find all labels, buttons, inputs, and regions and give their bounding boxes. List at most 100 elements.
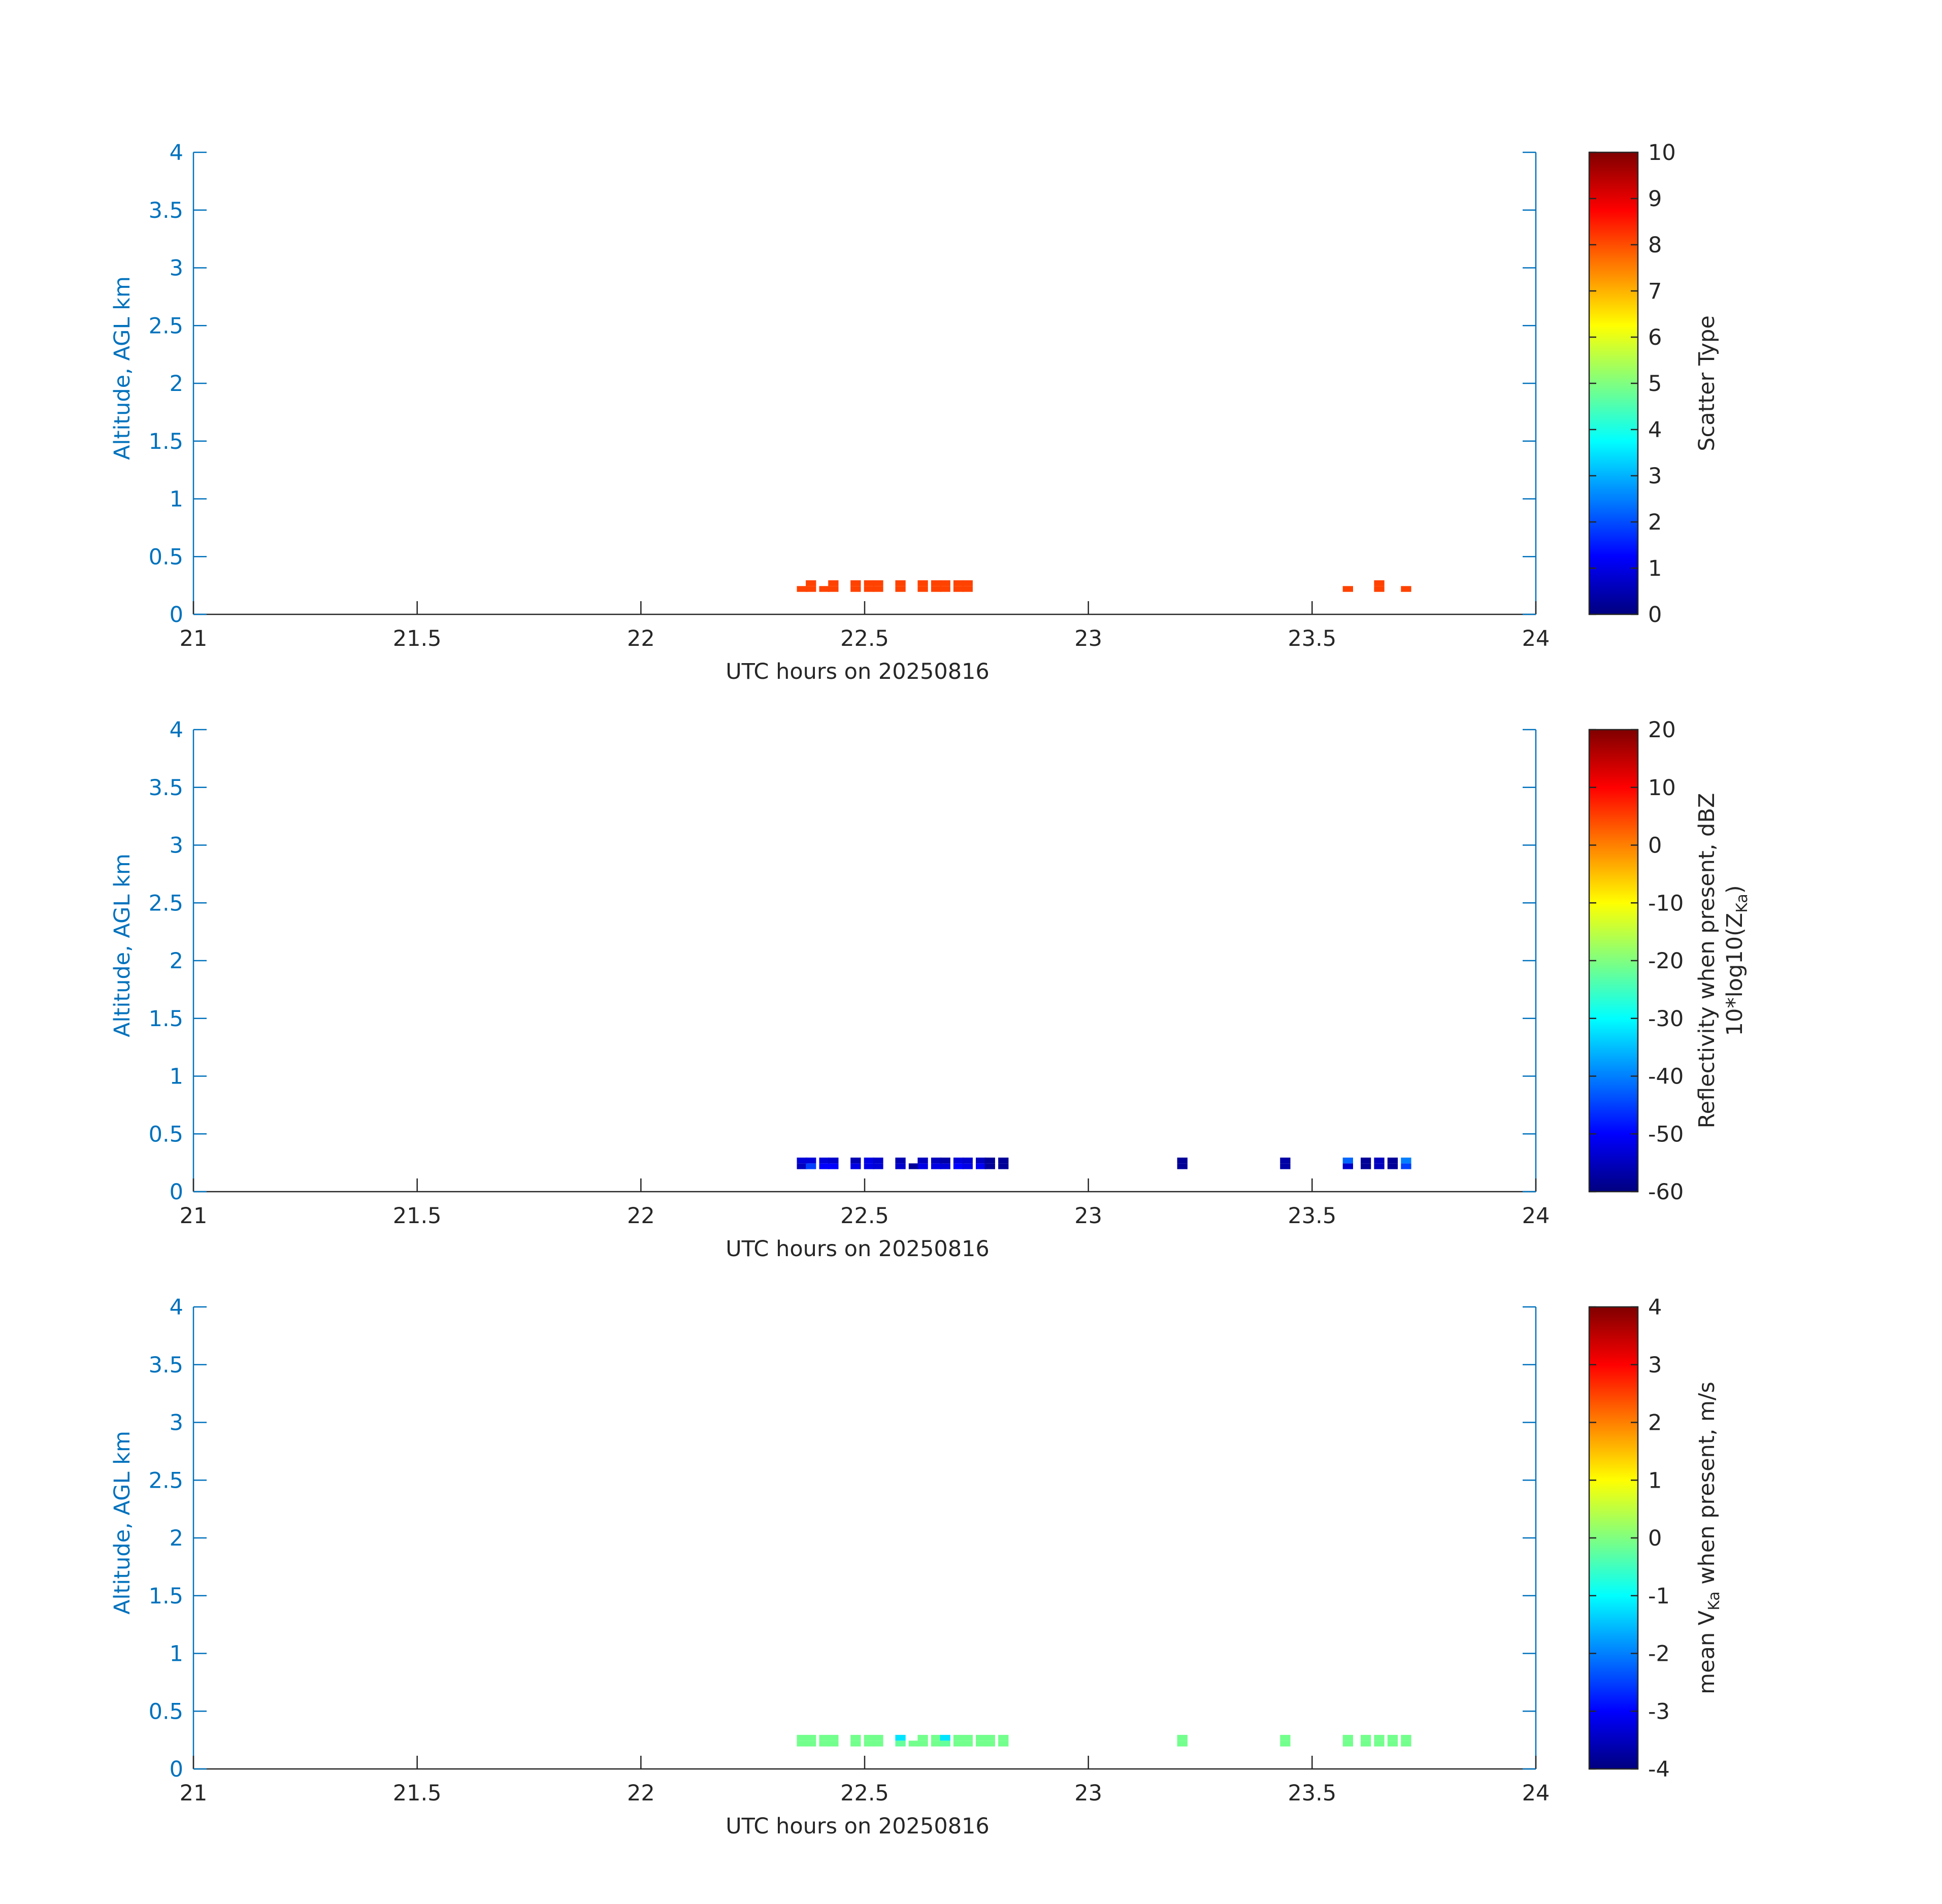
x-tick-label: 21 (180, 626, 208, 651)
data-cell (806, 586, 816, 592)
y-axis-label: Altitude, AGL km (110, 1431, 135, 1615)
data-cell (864, 1157, 874, 1164)
data-cell (806, 1734, 816, 1741)
data-cell (895, 586, 906, 592)
data-cell (940, 1734, 950, 1741)
data-cell (940, 586, 950, 592)
colorbar-tick-label: -3 (1648, 1699, 1670, 1724)
colorbar-tick-label: 6 (1648, 325, 1662, 350)
colorbar-label: mean VKa when present, m/s (1694, 1382, 1723, 1694)
data-cell (1361, 1157, 1371, 1164)
data-cell (828, 1734, 839, 1741)
x-tick-label: 21 (180, 1781, 208, 1806)
data-cell (1361, 1163, 1371, 1169)
data-cell (908, 1741, 919, 1747)
data-cell (976, 1734, 986, 1741)
colorbar-tick-label: -30 (1648, 1006, 1684, 1032)
x-axis-label: UTC hours on 20250816 (726, 1814, 990, 1839)
data-cell (1342, 1157, 1353, 1164)
data-cell (850, 1741, 861, 1747)
x-tick-label: 24 (1522, 1781, 1550, 1806)
data-cell (873, 1734, 883, 1741)
data-cell (940, 1741, 950, 1747)
colorbar-tick-label: -50 (1648, 1122, 1684, 1147)
data-cell (1387, 1741, 1398, 1747)
y-tick-label: 3 (170, 256, 183, 281)
colorbar-tick-label: -60 (1648, 1179, 1684, 1205)
data-cell (1342, 586, 1353, 592)
data-cell (797, 1741, 807, 1747)
data-cell (931, 1163, 942, 1169)
data-cell (976, 1157, 986, 1164)
data-cell (873, 1741, 883, 1747)
data-cell (1177, 1163, 1188, 1169)
data-cell (984, 1163, 995, 1169)
data-cell (873, 580, 883, 586)
y-tick-label: 1.5 (149, 429, 183, 454)
data-cell (806, 1157, 816, 1164)
data-cell (984, 1734, 995, 1741)
colorbar-gradient (1588, 151, 1639, 615)
colorbar-tick-label: -4 (1648, 1757, 1670, 1782)
data-cell (806, 1741, 816, 1747)
data-cell (828, 580, 839, 586)
y-axis-label: Altitude, AGL km (110, 276, 135, 460)
data-cell (931, 1734, 942, 1741)
y-tick-label: 1 (170, 1064, 183, 1090)
data-cell (953, 1734, 964, 1741)
data-cell (917, 1157, 928, 1164)
y-tick-label: 4 (170, 140, 183, 166)
data-cell (828, 1741, 839, 1747)
data-cell (828, 1163, 839, 1169)
data-cell (976, 1163, 986, 1169)
colorbar-tick-label: 9 (1648, 186, 1662, 212)
y-tick-label: 1 (170, 487, 183, 512)
data-cell (819, 1734, 830, 1741)
data-cell (962, 1741, 973, 1747)
data-cell (931, 580, 942, 586)
data-cell (917, 580, 928, 586)
colorbar-tick-label: 7 (1648, 279, 1662, 304)
y-tick-label: 2 (170, 948, 183, 974)
data-cell (931, 586, 942, 592)
data-cell (908, 1163, 919, 1169)
x-axis-label: UTC hours on 20250816 (726, 1236, 990, 1262)
y-tick-label: 2 (170, 371, 183, 397)
x-tick-label: 22.5 (840, 626, 889, 651)
colorbar-tick-label: -40 (1648, 1064, 1684, 1090)
x-tick-label: 21.5 (393, 1781, 442, 1806)
data-cell (1280, 1163, 1291, 1169)
data-cell (850, 580, 861, 586)
data-cell (864, 580, 874, 586)
x-tick-label: 23 (1074, 626, 1102, 651)
data-cell (819, 1163, 830, 1169)
colorbar-label: Reflectivity when present, dBZ (1694, 793, 1720, 1129)
colorbar-tick-label: 2 (1648, 510, 1662, 535)
data-cell (984, 1741, 995, 1747)
x-tick-label: 22 (627, 1203, 655, 1229)
data-cell (873, 586, 883, 592)
data-cell (984, 1157, 995, 1164)
colorbar-tick-label: -1 (1648, 1584, 1670, 1609)
data-cell (1177, 1157, 1188, 1164)
x-tick-label: 22.5 (840, 1203, 889, 1229)
colorbar-tick-label: -2 (1648, 1642, 1670, 1667)
data-cell (1361, 1741, 1371, 1747)
y-tick-label: 0.5 (149, 1122, 183, 1147)
data-cell (917, 1734, 928, 1741)
colorbar-tick-label: 0 (1648, 602, 1662, 628)
data-cell (873, 1157, 883, 1164)
data-cell (850, 586, 861, 592)
colorbar-label: Scatter Type (1694, 315, 1720, 451)
y-tick-label: 2.5 (149, 1468, 183, 1493)
x-tick-label: 23.5 (1288, 1203, 1336, 1229)
y-tick-label: 1.5 (149, 1584, 183, 1609)
data-cell (1374, 1163, 1385, 1169)
colorbar-tick-label: 2 (1648, 1410, 1662, 1436)
data-cell (1374, 1157, 1385, 1164)
x-tick-label: 22 (627, 626, 655, 651)
colorbar-tick-label: 3 (1648, 1353, 1662, 1378)
y-tick-label: 0 (170, 1179, 183, 1205)
data-cell (1177, 1734, 1188, 1741)
colorbar-tick-label: -10 (1648, 891, 1684, 916)
